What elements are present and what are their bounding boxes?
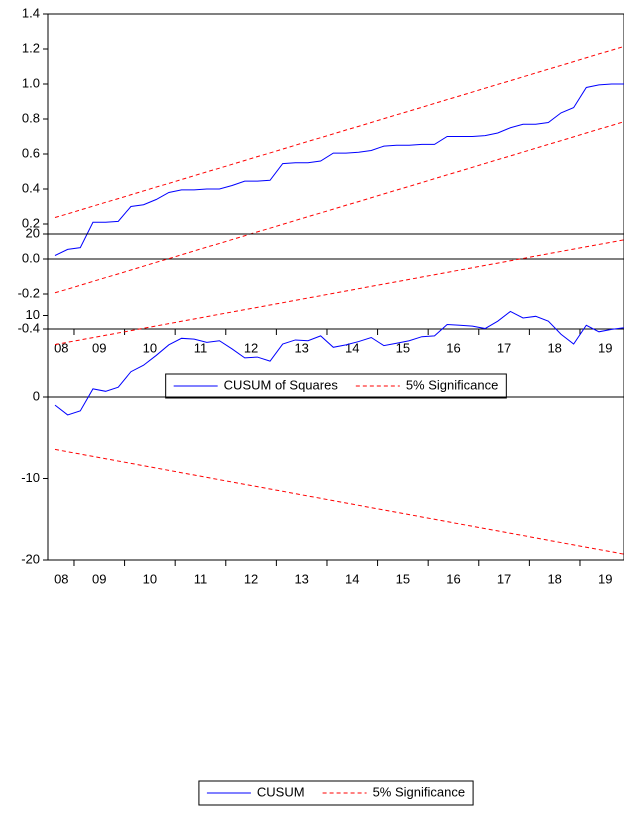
x-tick-label: 16 xyxy=(446,571,460,586)
x-tick-label: 17 xyxy=(497,340,511,355)
y-tick-label: 0.8 xyxy=(22,110,40,125)
series-line xyxy=(54,45,624,219)
legend-label: 5% Significance xyxy=(406,377,499,392)
series-line xyxy=(54,239,624,346)
y-tick-label: 0.6 xyxy=(22,145,40,160)
series-line xyxy=(54,310,624,416)
legend-label: CUSUM of Squares xyxy=(224,377,339,392)
y-tick-label: 1.0 xyxy=(22,75,40,90)
x-tick-label: 12 xyxy=(244,571,258,586)
x-tick-label: 14 xyxy=(345,340,359,355)
y-tick-label: -0.2 xyxy=(18,285,40,300)
x-tick-label: 18 xyxy=(547,340,561,355)
x-tick-label: 13 xyxy=(294,571,308,586)
legend-label: 5% Significance xyxy=(373,784,466,799)
legend-label: CUSUM xyxy=(257,784,305,799)
y-tick-label: 1.4 xyxy=(22,5,40,20)
x-tick-label: 15 xyxy=(396,571,410,586)
x-tick-label: 14 xyxy=(345,571,359,586)
y-tick-label: 0.2 xyxy=(22,215,40,230)
legend: CUSUM of Squares 5% Significance xyxy=(165,373,507,399)
y-tick-label: 1.2 xyxy=(22,40,40,55)
legend-box xyxy=(165,373,507,399)
x-tick-label: 10 xyxy=(143,571,157,586)
x-tick-label: 19 xyxy=(598,340,612,355)
y-tick-label: -10 xyxy=(21,470,40,485)
series-lower-line xyxy=(54,121,624,294)
x-tick-label: 08 xyxy=(54,571,68,586)
plot-frame xyxy=(47,13,624,330)
x-tick-label: 17 xyxy=(497,571,511,586)
y-tick-label: 10 xyxy=(26,307,40,322)
x-tick-label: 12 xyxy=(244,340,258,355)
y-tick-label: 0.4 xyxy=(22,180,40,195)
series-line xyxy=(54,83,624,256)
x-tick-label: 09 xyxy=(92,571,106,586)
x-tick-label: 19 xyxy=(598,571,612,586)
x-tick-label: 09 xyxy=(92,340,106,355)
x-tick-label: 18 xyxy=(547,571,561,586)
x-tick-label: 11 xyxy=(194,571,208,586)
legend: CUSUM 5% Significance xyxy=(198,780,474,806)
x-tick-label: 13 xyxy=(294,340,308,355)
y-tick-label: 0 xyxy=(33,388,40,403)
y-tick-label: 0.0 xyxy=(22,250,40,265)
x-tick-label: 11 xyxy=(194,340,208,355)
y-tick-label: -20 xyxy=(21,551,40,566)
series-lower-line xyxy=(54,448,624,555)
y-tick-label: 20 xyxy=(26,225,40,240)
x-tick-label: 16 xyxy=(446,340,460,355)
x-tick-label: 10 xyxy=(143,340,157,355)
y-tick-label: -0.4 xyxy=(18,320,40,335)
x-tick-label: 15 xyxy=(396,340,410,355)
x-tick-label: 08 xyxy=(54,340,68,355)
